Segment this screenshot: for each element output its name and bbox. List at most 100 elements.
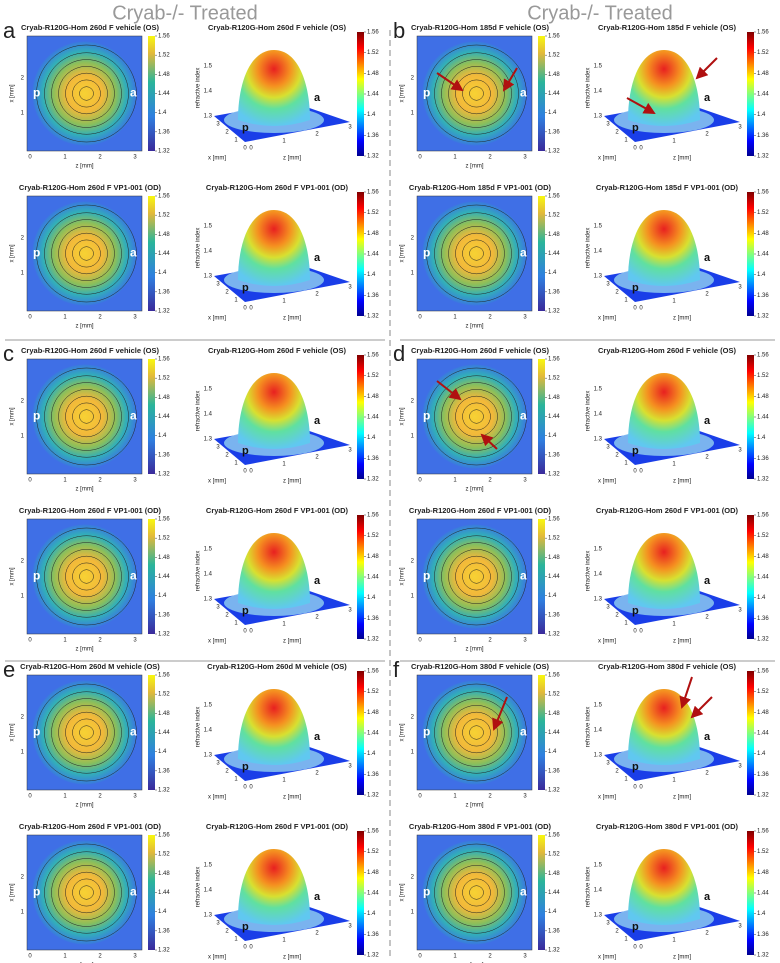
- surface-z-tick: 0: [249, 469, 253, 475]
- map-x-tick: 2: [98, 155, 102, 161]
- map-title: Cryab-R120G-Hom 260d F VP1-001 (OD): [19, 822, 162, 831]
- contour: [58, 389, 115, 444]
- colorbar: [747, 355, 754, 479]
- map-lens: [32, 41, 137, 146]
- map-lens: [422, 364, 527, 469]
- surface-x-tick: 3: [606, 445, 610, 451]
- map-lens: [32, 364, 137, 469]
- colorbar-label: 1.32: [757, 793, 769, 799]
- map-x-tick: 3: [523, 315, 527, 321]
- anterior-label: a: [130, 86, 137, 100]
- contour: [441, 858, 512, 927]
- contour: [58, 66, 115, 121]
- surface-x-tick: 2: [615, 290, 619, 296]
- surface-dome: [628, 373, 700, 449]
- map-z-label: z [mm]: [466, 487, 484, 493]
- anterior-label: a: [704, 575, 711, 587]
- contour: [448, 705, 505, 760]
- posterior-label: p: [632, 282, 639, 294]
- surface-dome: [628, 533, 700, 609]
- surface-title: Cryab-R120G-Hom 380d F vehicle (OS): [598, 662, 736, 671]
- map-z-label: z [mm]: [466, 164, 484, 170]
- contour: [36, 44, 137, 143]
- colorbar: [148, 36, 155, 151]
- contour: [455, 711, 498, 754]
- contour: [469, 409, 484, 424]
- colorbar-label: 1.4: [548, 270, 557, 276]
- arrow: [436, 380, 462, 401]
- contour: [469, 885, 484, 900]
- colorbar-label: 1.48: [367, 394, 379, 400]
- posterior-label: p: [423, 409, 430, 423]
- contour: [51, 698, 122, 767]
- colorbar-label: 1.48: [158, 72, 170, 78]
- contour: [36, 367, 137, 466]
- surface-x-tick: 0: [243, 785, 247, 791]
- surface-dome: [238, 50, 310, 126]
- surface-z-label: z [mm]: [283, 479, 301, 485]
- colorbar-label: 1.48: [158, 555, 170, 561]
- surface-dome: [238, 849, 310, 925]
- surface-title: Cryab-R120G-Hom 185d F VP1-001 (OD): [596, 183, 739, 192]
- map-x-tick: 0: [28, 794, 32, 800]
- map-y-tick: 2: [411, 76, 415, 82]
- posterior-label: p: [242, 761, 249, 773]
- surface-dome: [628, 210, 700, 286]
- map-x-label: x [mm]: [400, 723, 406, 741]
- contour: [58, 549, 115, 604]
- posterior-label: p: [423, 885, 430, 899]
- map-y-tick: 1: [21, 594, 25, 600]
- colorbar-label: 1.32: [367, 477, 379, 483]
- surface-dome: [628, 849, 700, 925]
- map-x-tick: 0: [418, 638, 422, 644]
- arrow: [695, 57, 718, 80]
- colorbar-label: 1.44: [367, 891, 379, 897]
- colorbar: [747, 32, 754, 156]
- contour: [51, 59, 122, 128]
- contour: [455, 72, 498, 115]
- map-lens: [422, 41, 527, 146]
- surface-index-label: refractive index: [586, 707, 592, 748]
- surface-x-tick: 3: [606, 122, 610, 128]
- map-x-tick: 2: [98, 954, 102, 960]
- posterior-label: p: [632, 921, 639, 933]
- colorbar-label: 1.32: [158, 472, 170, 478]
- posterior-label: p: [242, 605, 249, 617]
- map-x-tick: 1: [453, 638, 457, 644]
- map-x-tick: 2: [488, 954, 492, 960]
- colorbar-label: 1.52: [757, 210, 769, 216]
- contour: [65, 395, 108, 438]
- colorbar: [538, 675, 545, 790]
- map-x-tick: 3: [133, 638, 137, 644]
- colorbar-label: 1.44: [548, 91, 560, 97]
- colorbar-label: 1.52: [367, 849, 379, 855]
- colorbar-label: 1.4: [757, 112, 766, 118]
- colorbar-label: 1.52: [158, 536, 170, 542]
- colorbar-label: 1.48: [757, 554, 769, 560]
- surface-x-tick: 3: [216, 122, 220, 128]
- posterior-label: p: [33, 86, 40, 100]
- surface-x-label: x [mm]: [208, 316, 226, 322]
- map-title: Cryab-R120G-Hom 260d F VP1-001 (OD): [409, 506, 552, 515]
- surface-z-tick: 0: [249, 629, 253, 635]
- surface-z-tick: 0: [639, 945, 643, 951]
- posterior-label: p: [242, 445, 249, 457]
- posterior-label: p: [632, 605, 639, 617]
- colorbar-label: 1.36: [757, 293, 769, 299]
- contour: [448, 865, 505, 920]
- colorbar-label: 1.36: [548, 768, 560, 774]
- surface-z-tick: 2: [705, 931, 709, 937]
- map-x-tick: 3: [523, 954, 527, 960]
- map-x-label: x [mm]: [10, 244, 16, 262]
- surface-x-tick: 0: [633, 469, 637, 475]
- surface-dome: [628, 689, 700, 765]
- colorbar-label: 1.48: [757, 71, 769, 77]
- colorbar-label: 1.48: [158, 232, 170, 238]
- colorbar: [538, 835, 545, 950]
- contour: [441, 219, 512, 288]
- surface-index-tick: 1.3: [594, 437, 603, 443]
- colorbar-label: 1.52: [548, 53, 560, 59]
- arrow: [690, 696, 713, 719]
- colorbar-label: 1.36: [548, 452, 560, 458]
- posterior-label: p: [632, 761, 639, 773]
